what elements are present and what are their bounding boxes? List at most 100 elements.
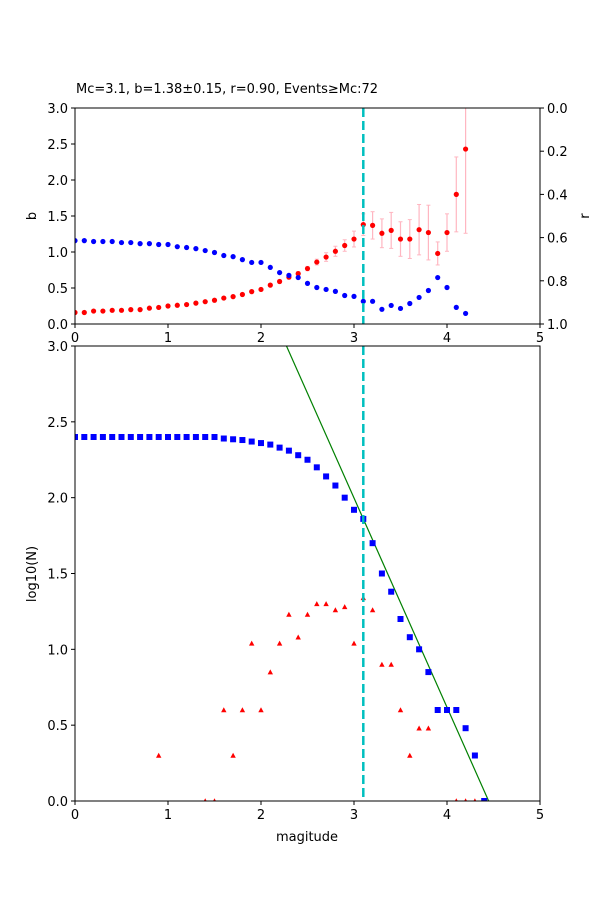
r-point [184,244,190,251]
r-point [193,246,199,252]
y-tick-label: 1.5 [47,568,68,583]
r-point [239,257,245,263]
cumulative-point [285,447,292,454]
r-point [267,264,273,271]
b-point [463,146,469,152]
cumulative-point [118,434,125,440]
b-point [221,295,227,301]
b-point [249,289,255,295]
r-point [435,274,441,281]
y-tick-label: 3.0 [47,340,68,355]
cumulative-point [90,434,97,440]
r-point [397,305,404,312]
b-point [332,248,338,254]
cumulative-point [220,435,227,442]
plot-area [75,108,469,324]
b-point [267,282,273,288]
cumulative-point [267,441,274,448]
cumulative-point [425,669,432,676]
b-point [323,254,329,260]
noncumulative-point [397,707,404,713]
cumulative-point [378,570,385,577]
noncumulative-point [342,604,348,610]
axes-frame [74,107,541,325]
r-point [351,293,357,299]
noncumulative-point [295,634,301,640]
cumulative-point [341,494,348,501]
b-point [379,230,385,236]
r-point [304,280,311,286]
cumulative-point [146,434,153,440]
x-tick-label: 4 [443,331,451,346]
cumulative-point [230,436,237,443]
cumulative-point [462,725,469,732]
r-point [100,238,106,245]
b-point [258,286,264,293]
r-point [128,239,134,246]
cumulative-point [75,434,78,440]
right-y-tick-label: 0.8 [547,275,568,290]
b-point [370,222,376,228]
noncumulative-point [156,752,162,758]
noncumulative-point [369,607,376,613]
x-tick-label: 0 [71,808,79,823]
cumulative-point [183,434,190,440]
cumulative-point [127,434,134,440]
r-point [425,287,431,294]
b-point [360,222,366,228]
b-point [128,307,134,313]
r-point [146,241,152,247]
cumulative-point [155,434,162,440]
bottom-y-axis-label: log10(N) [25,546,40,602]
b-point [202,299,208,305]
x-tick-label: 2 [257,808,265,823]
right-y-tick-label: 0.4 [547,188,568,203]
b-point [304,265,311,272]
r-point [277,269,283,276]
noncumulative-point [351,640,357,646]
cumulative-point [137,434,144,440]
r-point [137,241,143,247]
cumulative-point [416,646,423,653]
b-point [295,271,301,277]
cumulative-point [304,456,311,463]
cumulative-point [239,437,246,444]
noncumulative-point [323,601,329,607]
b-point [184,301,190,308]
top-y-axis-label: b [25,212,40,220]
r-point [407,300,413,307]
noncumulative-point [276,640,283,646]
y-tick-label: 3.0 [47,102,68,117]
cumulative-point [332,482,339,489]
cumulative-point [248,438,255,445]
b-point [193,300,199,306]
cumulative-point [471,752,478,759]
r-point [379,306,385,312]
r-point [388,302,394,309]
cumulative-point [211,434,218,440]
noncumulative-point [473,798,477,801]
cumulative-point [453,707,460,713]
y-tick-label: 1.5 [47,210,68,225]
r-point [286,272,292,278]
noncumulative-point [286,611,292,617]
r-point [91,238,97,245]
chart-title: Mc=3.1, b=1.38±0.15, r=0.90, Events≥Mc:7… [76,82,378,97]
noncumulative-point [416,725,422,731]
b-point [156,304,162,311]
x-tick-label: 5 [536,808,544,823]
r-point [118,239,125,246]
y-tick-label: 1.0 [47,643,68,658]
r-point [370,298,376,304]
b-point [416,227,422,233]
b-point [146,305,152,311]
y-tick-label: 2.0 [47,174,68,189]
r-point [314,284,320,291]
y-tick-label: 2.5 [47,416,68,431]
cumulative-point [406,634,413,641]
noncumulative-point [464,798,468,801]
noncumulative-point [379,661,385,667]
cumulative-point [397,616,404,622]
gr-fit-line [285,346,490,801]
top-right-y-axis-label: r [578,213,593,219]
